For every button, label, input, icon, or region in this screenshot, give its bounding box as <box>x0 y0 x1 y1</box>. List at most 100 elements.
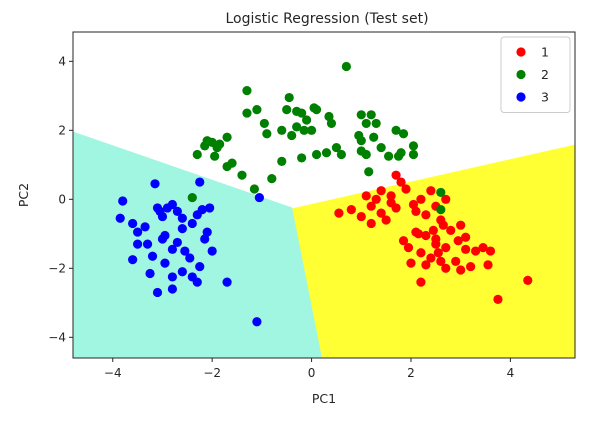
point-class-3 <box>167 244 178 254</box>
y-tick-label: 4 <box>58 54 66 68</box>
y-tick-label: −4 <box>48 330 66 344</box>
point-class-1 <box>421 210 431 220</box>
point-class-2 <box>306 125 317 135</box>
point-class-1 <box>411 206 421 216</box>
point-class-2 <box>321 148 332 158</box>
x-tick-label: 0 <box>308 366 316 380</box>
point-class-3 <box>180 246 190 256</box>
point-class-2 <box>242 108 252 118</box>
point-class-3 <box>177 267 187 277</box>
point-class-2 <box>331 142 342 153</box>
point-class-1 <box>366 201 376 211</box>
point-class-1 <box>416 248 426 258</box>
x-tick-label: 2 <box>407 366 415 380</box>
point-class-1 <box>346 205 356 215</box>
legend-box <box>500 36 571 113</box>
legend-label-3: 3 <box>541 90 549 105</box>
point-class-1 <box>428 225 438 235</box>
point-class-3 <box>172 206 182 216</box>
point-class-1 <box>413 229 424 239</box>
point-class-1 <box>470 246 481 256</box>
point-class-2 <box>252 105 262 115</box>
point-class-3 <box>187 218 197 229</box>
point-class-1 <box>334 208 344 218</box>
legend-marker-2 <box>516 69 526 80</box>
point-class-3 <box>195 261 205 272</box>
point-class-1 <box>441 263 451 273</box>
point-class-1 <box>356 211 366 222</box>
point-class-1 <box>453 236 463 246</box>
point-class-3 <box>200 234 210 244</box>
legend: 1 2 3 <box>500 36 571 113</box>
point-class-1 <box>426 253 436 263</box>
region-class-3 <box>73 131 323 358</box>
decision-regions <box>73 32 575 358</box>
point-class-1 <box>523 275 533 285</box>
point-class-3 <box>147 251 158 261</box>
point-class-3 <box>142 239 153 249</box>
point-class-1 <box>456 265 466 275</box>
legend-label-1: 1 <box>541 45 549 60</box>
legend-label-2: 2 <box>541 67 549 82</box>
point-class-3 <box>150 179 160 189</box>
point-class-1 <box>421 260 431 270</box>
point-class-1 <box>438 220 448 230</box>
point-class-1 <box>446 225 456 235</box>
y-axis: −4 −2 0 2 4 <box>48 54 73 344</box>
point-class-3 <box>128 255 138 265</box>
point-class-1 <box>376 186 386 196</box>
point-class-2 <box>287 130 297 141</box>
point-class-3 <box>167 272 178 282</box>
point-class-1 <box>431 239 441 249</box>
point-class-2 <box>356 146 366 156</box>
point-class-2 <box>242 86 252 96</box>
point-class-2 <box>192 149 202 160</box>
point-class-2 <box>311 149 322 160</box>
point-class-2 <box>408 141 419 151</box>
point-class-3 <box>162 203 173 213</box>
point-class-2 <box>277 125 287 135</box>
data-points <box>115 61 533 327</box>
x-tick-label: −2 <box>203 366 221 380</box>
point-class-1 <box>436 256 446 267</box>
point-class-1 <box>398 236 409 246</box>
point-class-3 <box>185 253 195 263</box>
point-class-3 <box>115 213 125 223</box>
point-class-3 <box>133 227 143 237</box>
point-class-1 <box>381 215 391 225</box>
point-class-2 <box>299 125 309 135</box>
point-class-1 <box>456 220 466 230</box>
point-class-1 <box>478 243 488 253</box>
point-class-2 <box>326 118 337 129</box>
point-class-3 <box>202 227 212 237</box>
x-axis-label: PC1 <box>312 391 336 406</box>
point-class-3 <box>205 203 215 213</box>
point-class-2 <box>297 108 307 118</box>
point-class-2 <box>262 129 272 139</box>
legend-marker-3 <box>516 92 526 102</box>
point-class-1 <box>371 194 381 204</box>
point-class-3 <box>140 222 150 232</box>
y-tick-label: 2 <box>58 123 66 137</box>
point-class-2 <box>384 151 394 161</box>
point-class-2 <box>282 105 292 115</box>
point-class-2 <box>324 111 334 122</box>
point-class-2 <box>302 115 312 125</box>
point-class-2 <box>237 170 247 180</box>
point-class-1 <box>426 186 436 196</box>
x-tick-label: 4 <box>507 366 515 380</box>
point-class-2 <box>187 192 197 203</box>
point-class-1 <box>421 230 431 241</box>
point-class-2 <box>393 151 404 161</box>
point-class-1 <box>451 256 461 267</box>
y-axis-label: PC2 <box>16 183 31 207</box>
point-class-2 <box>297 153 307 163</box>
point-class-3 <box>128 218 138 229</box>
point-class-2 <box>200 141 210 151</box>
point-class-1 <box>493 294 503 304</box>
point-class-1 <box>441 194 451 204</box>
point-class-1 <box>461 244 471 254</box>
point-class-3 <box>195 177 205 187</box>
point-class-2 <box>292 122 302 132</box>
